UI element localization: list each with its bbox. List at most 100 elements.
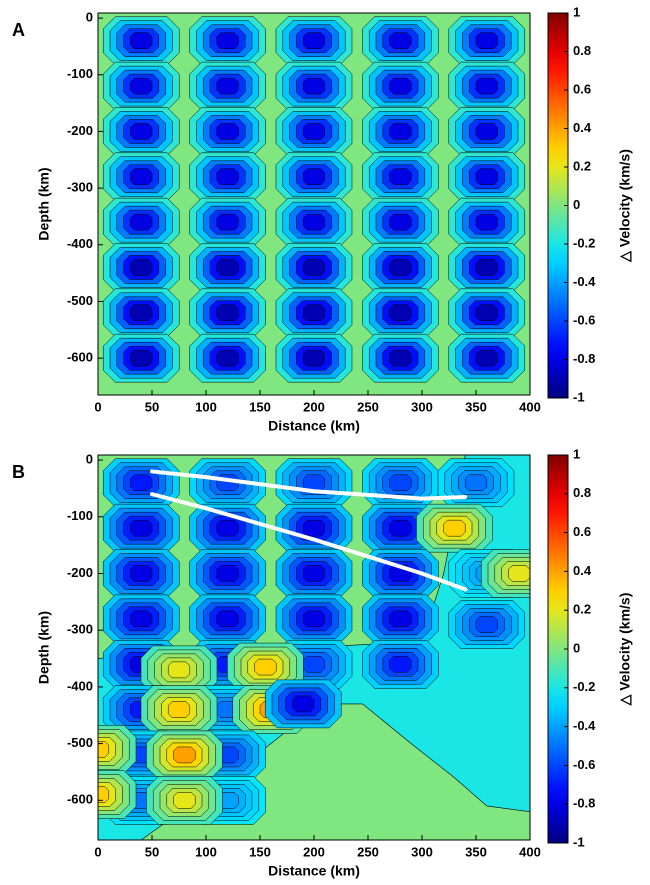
colorbar-tick-label: 0: [573, 640, 580, 655]
anomaly-contour: [216, 168, 239, 186]
colorbar-tick-label: 1: [573, 4, 580, 19]
anomaly-contour: [130, 213, 153, 231]
anomaly-contour: [302, 304, 326, 322]
anomaly-contour: [130, 610, 153, 628]
colorbar-tick-label: 0.8: [573, 43, 591, 58]
y-tick-label: -100: [67, 66, 93, 81]
x-tick-label: 200: [303, 399, 325, 414]
y-tick-label: -200: [67, 123, 93, 138]
colorbar-title: △ Velocity (km/s): [617, 149, 633, 263]
x-tick-label: 350: [465, 844, 487, 859]
colorbar-tick-label: 1: [573, 446, 580, 461]
anomaly-contour: [389, 123, 412, 140]
panel-label: B: [12, 462, 25, 482]
anomaly-contour: [130, 565, 153, 582]
y-tick-label: -600: [67, 792, 93, 807]
anomaly-contour: [302, 349, 326, 367]
anomaly-contour: [302, 213, 326, 231]
anomaly-contour: [389, 77, 412, 95]
anomaly-contour: [475, 32, 498, 50]
anomaly-contour: [389, 168, 412, 186]
x-tick-label: 250: [357, 399, 379, 414]
anomaly-contour: [216, 349, 239, 367]
x-axis-title: Distance (km): [268, 863, 360, 879]
anomaly-contour: [443, 519, 466, 537]
anomaly-contour: [475, 77, 498, 95]
anomaly-contour: [216, 610, 239, 628]
anomaly-contour: [130, 304, 153, 322]
x-tick-label: 350: [465, 399, 487, 414]
colorbar-tick-label: 0.2: [573, 158, 591, 173]
anomaly-contour: [292, 695, 315, 713]
x-tick-label: 100: [195, 399, 217, 414]
colorbar-tick-label: 0.4: [573, 120, 592, 135]
panel-label: A: [12, 20, 25, 40]
anomaly-contour: [216, 304, 239, 322]
anomaly-contour: [389, 32, 412, 50]
anomaly-contour: [302, 655, 326, 673]
anomaly-contour: [216, 123, 239, 140]
x-axis-title: Distance (km): [268, 418, 360, 434]
anomaly-contour: [389, 259, 412, 276]
colorbar-tick-label: -0.2: [573, 235, 595, 250]
anomaly-contour: [173, 746, 196, 764]
anomaly-contour: [130, 474, 153, 492]
x-tick-label: 300: [411, 399, 433, 414]
y-tick-label: -400: [67, 678, 93, 693]
anomaly-contour: [130, 168, 153, 186]
anomaly-contour: [389, 655, 412, 673]
colorbar-tick-label: 0.4: [573, 563, 592, 578]
anomaly-contour: [302, 77, 326, 95]
colorbar-tick-label: 0.6: [573, 524, 591, 539]
anomaly-contour: [475, 123, 498, 140]
plot-area: [98, 13, 530, 395]
x-tick-label: 0: [94, 399, 101, 414]
colorbar-tick-label: -0.4: [573, 718, 596, 733]
anomaly-contour: [130, 259, 153, 276]
plot-area: [98, 455, 530, 840]
anomaly-contour: [302, 168, 326, 186]
x-tick-label: 200: [303, 844, 325, 859]
anomaly-contour: [167, 661, 191, 679]
anomaly-contour: [475, 259, 498, 276]
colorbar-tick-label: -0.6: [573, 312, 595, 327]
x-tick-label: 0: [94, 844, 101, 859]
anomaly-contour: [389, 474, 412, 492]
anomaly-contour: [130, 32, 153, 50]
y-tick-label: -500: [67, 735, 93, 750]
colorbar-title: △ Velocity (km/s): [617, 593, 633, 707]
trace-line: [150, 469, 468, 501]
colorbar-tick-label: -0.6: [573, 757, 595, 772]
anomaly-contour: [475, 304, 498, 322]
x-tick-label: 250: [357, 844, 379, 859]
anomaly-contour: [216, 32, 239, 50]
anomaly-contour: [475, 616, 498, 633]
anomaly-contour: [508, 565, 530, 582]
y-tick-label: 0: [86, 452, 93, 467]
y-axis-title: Depth (km): [36, 167, 52, 240]
x-tick-label: 150: [249, 399, 271, 414]
anomaly-contour: [389, 304, 412, 322]
x-tick-label: 100: [195, 844, 217, 859]
colorbar-tick-label: 0: [573, 197, 580, 212]
x-tick-label: 400: [519, 844, 541, 859]
anomaly-contour: [98, 786, 110, 803]
anomaly-contour: [389, 213, 412, 231]
x-tick-label: 150: [249, 844, 271, 859]
colorbar-tick-label: -0.4: [573, 274, 596, 289]
anomaly-contour: [130, 123, 153, 140]
anomaly-contour: [475, 349, 498, 367]
anomaly-contour: [475, 168, 498, 186]
anomaly-contour: [389, 519, 412, 537]
anomaly-contour: [216, 519, 239, 537]
colorbar-tick-label: 0.8: [573, 485, 591, 500]
y-tick-label: -500: [67, 293, 93, 308]
anomaly-contour: [216, 213, 239, 231]
anomaly-contour: [216, 77, 239, 95]
y-tick-label: -600: [67, 350, 93, 365]
anomaly-contour: [98, 741, 110, 758]
y-tick-label: -300: [67, 622, 93, 637]
x-tick-label: 300: [411, 844, 433, 859]
anomaly-contour: [216, 565, 239, 582]
